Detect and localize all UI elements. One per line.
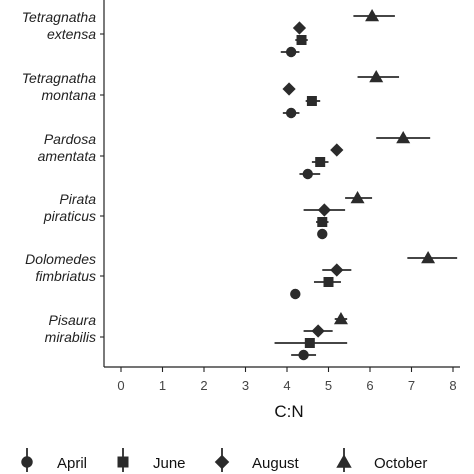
data-point-square xyxy=(296,35,307,45)
x-tick-label: 4 xyxy=(283,378,290,393)
x-tick-label: 5 xyxy=(325,378,332,393)
legend-key-diamond xyxy=(214,454,230,470)
x-tick-label: 3 xyxy=(242,378,249,393)
data-marks xyxy=(274,9,458,361)
x-tick-label: 6 xyxy=(366,378,373,393)
series-august xyxy=(282,21,352,338)
species-label: Pardosa amentata xyxy=(38,131,97,164)
legend-label: June xyxy=(153,455,186,472)
data-point-triangle xyxy=(369,70,384,83)
species-label: Pirata piraticus xyxy=(43,191,96,224)
data-point-diamond xyxy=(330,263,344,277)
data-point-square xyxy=(315,157,326,167)
series-june xyxy=(274,35,348,348)
plot-area: 0 1 2 3 4 5 6 7 8 xyxy=(103,0,460,393)
x-tick-label: 2 xyxy=(200,378,207,393)
species-label: Dolomedes fimbriatus xyxy=(25,251,96,284)
data-point-triangle xyxy=(350,191,365,204)
legend-label: April xyxy=(57,455,87,472)
legend-key-circle xyxy=(21,456,33,468)
legend-label: August xyxy=(252,455,300,472)
data-point-diamond xyxy=(317,203,331,217)
data-point-square xyxy=(304,338,315,348)
data-point-diamond xyxy=(292,21,307,35)
legend-key-square xyxy=(117,456,129,468)
x-tick-label: 0 xyxy=(117,378,124,393)
species-label: Tetragnatha extensa xyxy=(22,9,96,42)
x-tick-label: 8 xyxy=(449,378,456,393)
series-april xyxy=(280,46,328,361)
data-point-circle xyxy=(290,288,301,300)
data-point-circle xyxy=(285,107,297,119)
data-point-diamond xyxy=(330,143,344,157)
x-tick-label: 7 xyxy=(408,378,415,393)
data-point-square xyxy=(306,96,317,106)
data-point-triangle xyxy=(396,131,411,144)
data-point-circle xyxy=(317,228,328,240)
x-axis-ticks: 0 1 2 3 4 5 6 7 8 xyxy=(117,367,457,393)
legend-label: October xyxy=(374,455,427,472)
data-point-diamond xyxy=(282,82,296,96)
data-point-square xyxy=(323,277,334,287)
legend: April June August October xyxy=(21,448,427,472)
data-point-circle xyxy=(285,46,297,58)
data-point-triangle xyxy=(365,9,380,22)
x-tick-label: 1 xyxy=(159,378,166,393)
data-point-diamond xyxy=(311,324,325,338)
data-point-circle xyxy=(302,168,313,180)
legend-key-triangle xyxy=(336,454,352,468)
species-labels: Tetragnatha extensa Tetragnatha montana Pard… xyxy=(22,9,104,345)
species-label: Pisaura mirabilis xyxy=(45,312,97,345)
data-point-triangle xyxy=(333,312,348,325)
series-october xyxy=(333,9,458,325)
data-point-square xyxy=(317,217,328,227)
species-label: Tetragnatha montana xyxy=(22,70,96,103)
x-axis-title: C:N xyxy=(274,402,303,421)
data-point-triangle xyxy=(421,251,436,264)
data-point-circle xyxy=(298,349,309,361)
